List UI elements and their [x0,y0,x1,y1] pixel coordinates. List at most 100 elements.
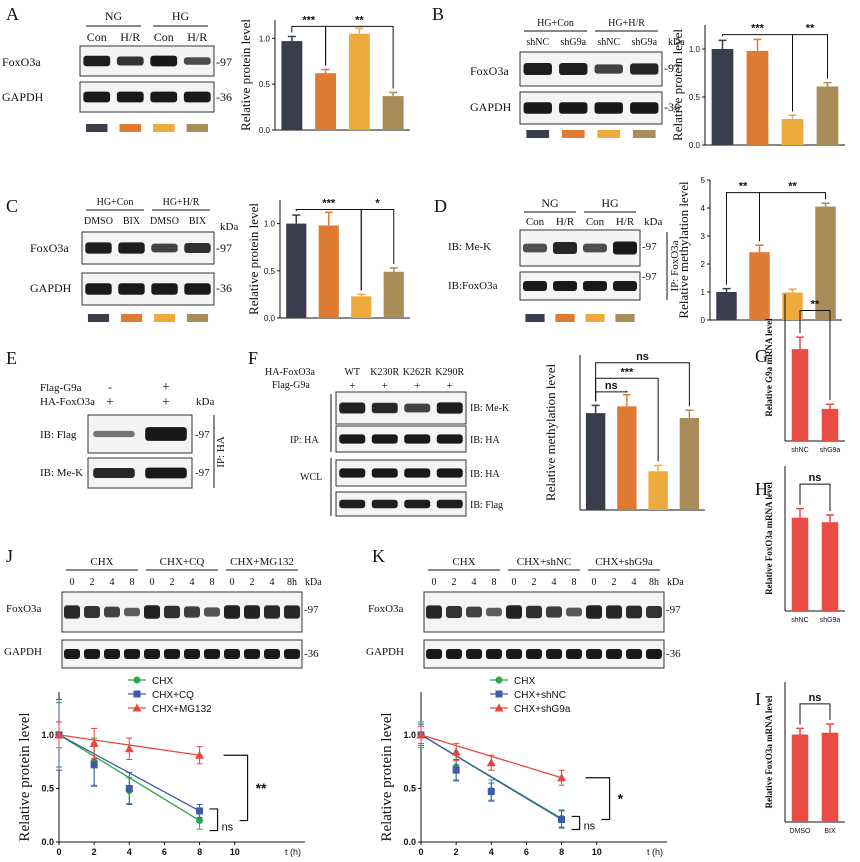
chart-H-category-label: shG9a [820,617,841,624]
chart-K-series-line-1 [420,734,562,821]
panel-J-time-label: 8 [130,577,135,588]
panel-C-letter: C [6,196,18,216]
panel-F-row-label: IB: Flag [470,500,503,511]
chart-J-point [89,738,99,747]
chart-I-category-label: DMSO [790,828,812,835]
panel-A-lane-label: Con [154,30,174,44]
blot-band [339,402,366,414]
panel-J-row-label: FoxO3a [6,603,42,615]
panel-D-lane-label: H/R [556,216,575,228]
chart-D-ytick-label: 1 [701,288,706,297]
panel-F-lane-label: K262R [403,367,432,378]
panel-B-lane-label: shG9a [560,37,586,48]
panel-D-mw: -97 [642,271,657,283]
blot-band [264,648,280,660]
panel-A-swatch-3 [186,124,208,132]
panel-C-lane-label: BIX [123,216,141,227]
panel-B-gapdh-blot [519,91,663,125]
blot-band [118,283,145,295]
panel-J-time-label: 2 [90,577,95,588]
panel-F-sign: + [382,380,388,392]
panel-J-foxo3a-blot [61,591,303,633]
chart-I-bar-0 [791,734,809,822]
blot-band [426,605,442,619]
chart-B-bar-1 [746,50,769,145]
panel-K-time-label: 0 [512,577,517,588]
blot-band [184,243,211,253]
chart-D-ytick-label: 2 [701,260,706,269]
panel-J-mw: -97 [304,604,319,616]
panel-C-kda: kDa [220,221,238,233]
panel-F-sign: + [447,380,453,392]
chart-A-bar-1 [315,73,337,130]
chart-B-ytick-label: 0.5 [689,93,701,102]
chart-D-bar-3 [815,206,836,320]
chart-K-legend-marker [494,703,504,712]
chart-J-sig-bracket [209,808,219,832]
blot-band [506,648,522,660]
chart-A-bar-0 [281,41,303,131]
panel-A-group: NG [105,9,123,23]
blot-band [566,607,582,617]
panel-B-mw: -97 [664,61,680,75]
panel-C-row-label: GAPDH [30,281,72,295]
blot-band [526,648,542,660]
chart-J-xtick-label: 4 [127,847,132,857]
chart-F-sig-label: ns [636,351,649,363]
chart-J-point [195,750,205,759]
blot-band [264,605,280,619]
blot-band [523,102,552,114]
blot-frame [61,639,303,669]
chart-K-sig-label: ns [584,821,596,833]
panel-E-sign: - [108,380,112,394]
chart-J-point [54,730,64,739]
chart-K-legend-label: CHX [514,676,535,687]
blot-band [436,468,463,478]
chart-C-bar-0 [286,223,307,318]
chart-A-ytick-label: 0.5 [259,80,271,89]
panel-C-mw: -97 [216,241,232,255]
panel-A-swatch-2 [153,124,175,132]
chart-K-sig-bracket [571,815,581,831]
chart-K-point [416,730,426,739]
panel-C-mw: -36 [216,281,232,295]
blot-band [486,648,502,660]
chart-G-ylabel: Relative G9a mRNA level [764,318,774,417]
panel-F-sign: + [349,380,355,392]
panel-J-time-label: 0 [150,577,155,588]
blot-frame [61,591,303,633]
blot-band [466,606,482,618]
panel-J-time-label: 8h [287,577,297,588]
blot-band [559,63,588,75]
blot-band [116,56,144,66]
blot-band [594,102,623,114]
blot-band [523,280,547,292]
chart-D-ytick-label: 0 [701,316,706,325]
blot-band [150,55,178,67]
panel-H-letter: H [755,479,768,499]
chart-D-ylabel: Relative methylation level [676,181,691,319]
panel-K-time-label: 2 [532,577,537,588]
panel-K-foxo3a-blot [423,591,665,633]
panel-D-foxo3a-blot [519,271,641,301]
panel-F-sign: + [414,380,420,392]
panel-C-group: HG+Con [97,197,134,208]
panel-F-lane-label: K230R [370,367,399,378]
blot-band [84,648,100,660]
panel-F-ha-wcl-blot [335,459,467,487]
panel-B-row-label: GAPDH [470,100,512,114]
blot-band [85,242,112,254]
chart-A-sig-label: ** [355,14,364,26]
blot-band [183,91,211,103]
chart-F-bar-1 [617,406,637,510]
panel-J-row-label: GAPDH [4,646,42,658]
blot-band [118,242,145,254]
blot-band [339,434,366,444]
chart-D-bar-1 [749,252,770,320]
panel-K-group: CHX [452,556,475,568]
panel-D-row-label: IB:FoxO3a [448,280,498,292]
chart-F-ylabel: Relative methylation level [543,364,558,502]
panel-B-swatch-1 [561,130,585,138]
panel-E-sign: + [162,395,170,410]
chart-D-ytick-label: 4 [701,204,706,213]
